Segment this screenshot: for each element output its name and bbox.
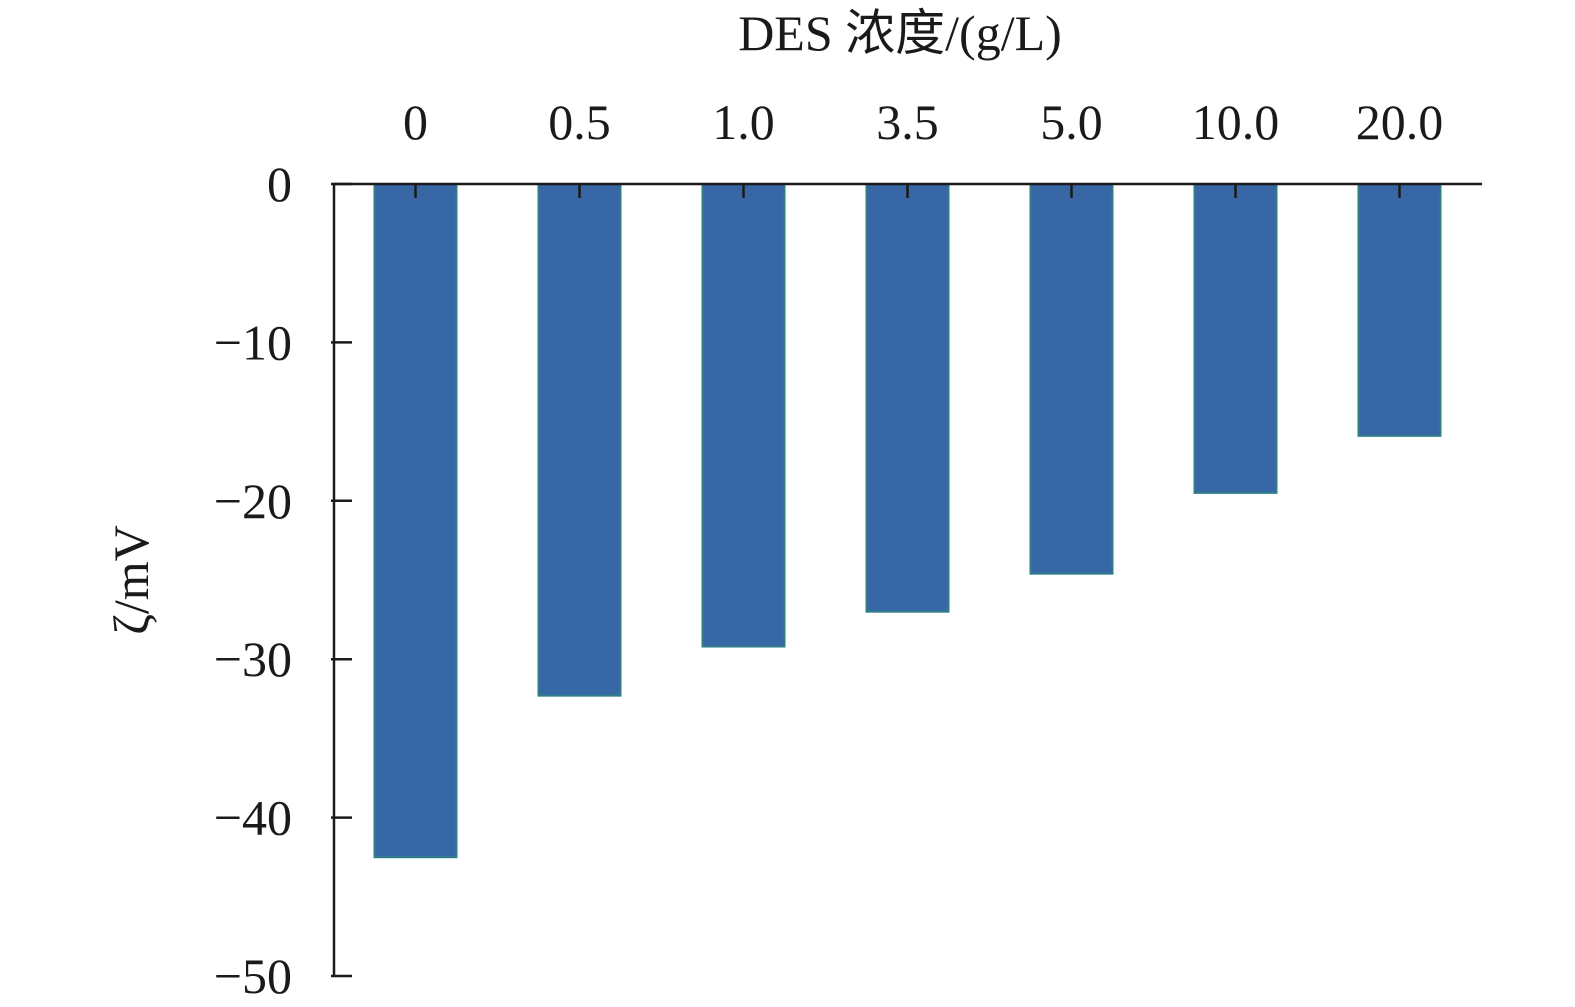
x-axis-title: DES 浓度/(g/L) xyxy=(738,5,1062,61)
y-tick-label: −20 xyxy=(214,473,292,529)
x-tick-label: 1.0 xyxy=(712,94,775,150)
bar-0.5 xyxy=(537,183,622,697)
y-tick-label: 0 xyxy=(267,156,292,212)
y-ticks-group: 0 −10 −20 −30 −40 −50 xyxy=(214,156,352,1004)
bar-1.0 xyxy=(701,183,786,648)
x-tick-label: 20.0 xyxy=(1356,94,1444,150)
bars-group xyxy=(373,183,1442,859)
x-ticks-group: 0 0.5 1.0 3.5 5.0 10.0 20.0 xyxy=(403,94,1443,198)
bar-0 xyxy=(373,183,458,859)
x-tick-label: 10.0 xyxy=(1192,94,1280,150)
x-tick-label: 3.5 xyxy=(876,94,939,150)
y-axis-title: ζ/mV xyxy=(103,525,159,635)
y-tick-label: −10 xyxy=(214,314,292,370)
bar-20.0 xyxy=(1357,183,1442,437)
y-tick-label: −30 xyxy=(214,631,292,687)
y-tick-label: −40 xyxy=(214,790,292,846)
bar-10.0 xyxy=(1193,183,1278,494)
y-tick-label: −50 xyxy=(214,948,292,1004)
bar-5.0 xyxy=(1029,183,1114,575)
x-tick-label: 0 xyxy=(403,94,428,150)
x-tick-label: 5.0 xyxy=(1040,94,1103,150)
x-tick-label: 0.5 xyxy=(548,94,611,150)
bar-3.5 xyxy=(865,183,950,613)
